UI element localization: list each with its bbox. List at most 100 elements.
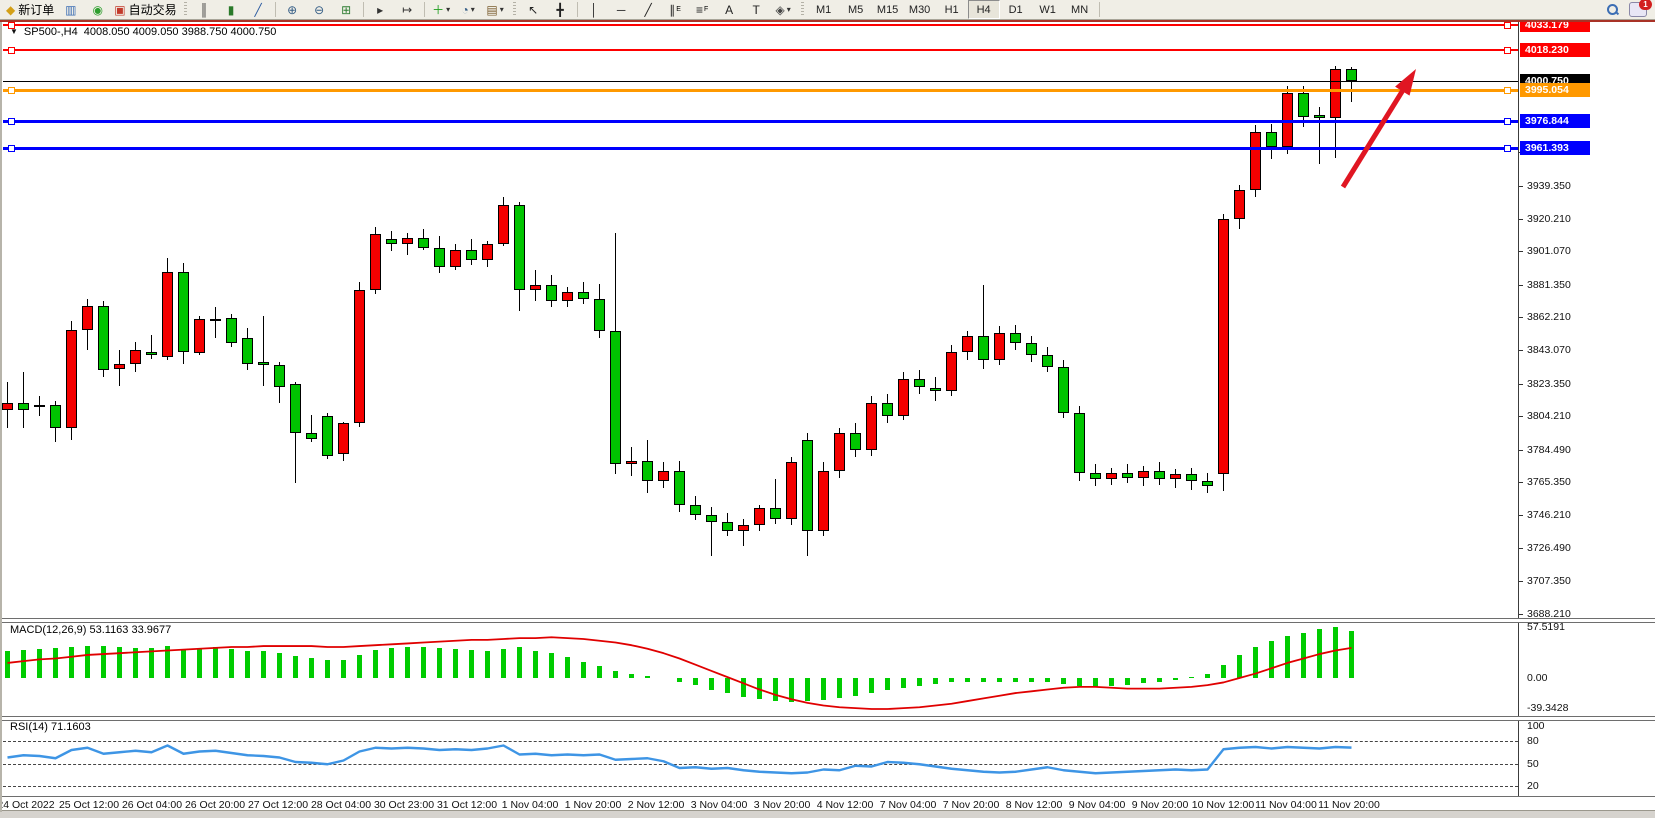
- macd-histogram-bar: [69, 646, 74, 678]
- line-handle[interactable]: [1504, 87, 1511, 94]
- candle-body: [242, 338, 253, 364]
- timeframe-mn-button[interactable]: MN: [1071, 3, 1089, 16]
- template-button[interactable]: ▤ ▾: [482, 0, 509, 20]
- rsi-pane-divider[interactable]: [0, 716, 1655, 721]
- macd-histogram-bar: [1093, 678, 1098, 687]
- candle-body: [114, 363, 125, 369]
- macd-histogram-bar: [949, 678, 954, 683]
- arrow-annotation-shaft[interactable]: [1340, 84, 1408, 189]
- candlestick-chart-button[interactable]: ▮: [218, 0, 245, 20]
- macd-indicator-label: MACD(12,26,9) 53.1163 33.9677: [10, 624, 172, 636]
- timeframe-d1-button[interactable]: D1: [1008, 3, 1023, 16]
- timeframe-w1-button[interactable]: W1: [1039, 3, 1056, 16]
- crosshair-button[interactable]: ╋: [547, 0, 574, 20]
- line-handle[interactable]: [8, 118, 15, 125]
- horizontal-line-object[interactable]: [3, 49, 1518, 51]
- horizontal-line-object[interactable]: [3, 81, 1518, 82]
- macd-axis-label: 0.00: [1527, 672, 1548, 684]
- macd-axis-label: -39.3428: [1527, 702, 1569, 714]
- horizontal-line-object[interactable]: [3, 120, 1518, 123]
- candle-wick: [983, 285, 984, 369]
- macd-histogram-bar: [389, 647, 394, 678]
- timeframe-m5-button[interactable]: M5: [847, 3, 864, 16]
- price-tick-label: 3920.210: [1527, 212, 1571, 225]
- candle-body: [34, 404, 45, 407]
- horizontal-line-object[interactable]: [3, 24, 1518, 26]
- tile-windows-icon: ⊞: [341, 2, 352, 17]
- candle-body: [546, 285, 557, 301]
- cursor-icon: ↖: [528, 2, 539, 17]
- cursor-button[interactable]: ↖: [520, 0, 547, 20]
- chart-shift-icon: ↦: [402, 2, 413, 17]
- timeframe-h1-button[interactable]: H1: [944, 3, 959, 16]
- chart-shift-button[interactable]: ↦: [394, 0, 421, 20]
- price-level-badge: 4018.230: [1520, 43, 1590, 57]
- axis-tick: [1518, 449, 1523, 451]
- candle-body: [450, 249, 461, 267]
- zoom-out-button[interactable]: ⊖: [306, 0, 333, 20]
- symbol-dropdown-icon[interactable]: ▼: [10, 27, 18, 36]
- macd-histogram-bar: [741, 678, 746, 697]
- candle-body: [914, 378, 925, 388]
- horizontal-line-object[interactable]: [3, 147, 1518, 150]
- line-handle[interactable]: [8, 22, 15, 29]
- auto-trading-button[interactable]: ▣ 自动交易: [111, 0, 179, 20]
- notifications-icon[interactable]: 1: [1629, 0, 1652, 17]
- axis-tick: [1518, 613, 1523, 615]
- fibonacci-button[interactable]: ≡ F: [689, 0, 716, 20]
- search-icon[interactable]: [1606, 3, 1619, 16]
- line-handle[interactable]: [1504, 22, 1511, 29]
- charts-profile-button[interactable]: ▥: [57, 0, 84, 20]
- line-handle[interactable]: [1504, 145, 1511, 152]
- price-tick-label: 3746.210: [1527, 508, 1571, 521]
- timeframe-h4-button[interactable]: H4: [967, 0, 1000, 19]
- timeframe-m15-button[interactable]: M15: [876, 3, 899, 16]
- equidistant-channel-icon: ∥: [669, 2, 676, 17]
- add-indicator-button[interactable]: ＋ ▾: [428, 0, 455, 20]
- candle-body: [18, 402, 29, 410]
- zoom-out-icon: ⊖: [314, 2, 325, 17]
- equidistant-channel-button[interactable]: ∥ E: [662, 0, 689, 20]
- horizontal-line-button[interactable]: ─: [608, 0, 635, 20]
- periods-button[interactable]: ◔ ▾: [455, 0, 482, 20]
- timeframe-m30-button[interactable]: M30: [908, 3, 931, 16]
- macd-histogram-bar: [1269, 640, 1274, 678]
- macd-histogram-bar: [501, 648, 506, 678]
- candle-body: [162, 271, 173, 357]
- arrows-tool-button[interactable]: ◈ ▾: [770, 0, 797, 20]
- date-label: 26 Oct 20:00: [184, 799, 246, 811]
- text-label-button[interactable]: T: [743, 0, 770, 20]
- candle-body: [338, 423, 349, 454]
- timeframe-m1-button[interactable]: M1: [815, 3, 832, 16]
- line-handle[interactable]: [1504, 118, 1511, 125]
- line-chart-button[interactable]: ╱: [245, 0, 272, 20]
- line-handle[interactable]: [8, 47, 15, 54]
- text-button[interactable]: A: [716, 0, 743, 20]
- macd-histogram-bar: [309, 658, 314, 678]
- line-handle[interactable]: [8, 87, 15, 94]
- horizontal-line-object[interactable]: [3, 89, 1518, 92]
- macd-pane-divider[interactable]: [0, 618, 1655, 623]
- trendline-button[interactable]: ╱: [635, 0, 662, 20]
- new-order-button[interactable]: ◆ 新订单: [3, 0, 57, 20]
- macd-histogram-bar: [437, 647, 442, 678]
- line-handle[interactable]: [8, 145, 15, 152]
- line-handle[interactable]: [1504, 47, 1511, 54]
- candle-body: [610, 331, 621, 465]
- macd-histogram-bar: [21, 649, 26, 678]
- bar-chart-button[interactable]: ║: [191, 0, 218, 20]
- zoom-in-button[interactable]: ⊕: [279, 0, 306, 20]
- macd-histogram-bar: [469, 649, 474, 678]
- arrows-tool-icon: ◈: [775, 2, 785, 17]
- tile-windows-button[interactable]: ⊞: [333, 0, 360, 20]
- price-axis-line[interactable]: [1518, 22, 1519, 796]
- candle-body: [370, 234, 381, 291]
- macd-histogram-bar: [869, 678, 874, 694]
- candle-body: [754, 508, 765, 526]
- vertical-line-button[interactable]: │: [581, 0, 608, 20]
- signal-connection-button[interactable]: ◉: [84, 0, 111, 20]
- toolbar-sep: [576, 2, 578, 17]
- auto-scroll-button[interactable]: ▸: [367, 0, 394, 20]
- macd-histogram-bar: [1077, 678, 1082, 686]
- macd-histogram-bar: [565, 656, 570, 678]
